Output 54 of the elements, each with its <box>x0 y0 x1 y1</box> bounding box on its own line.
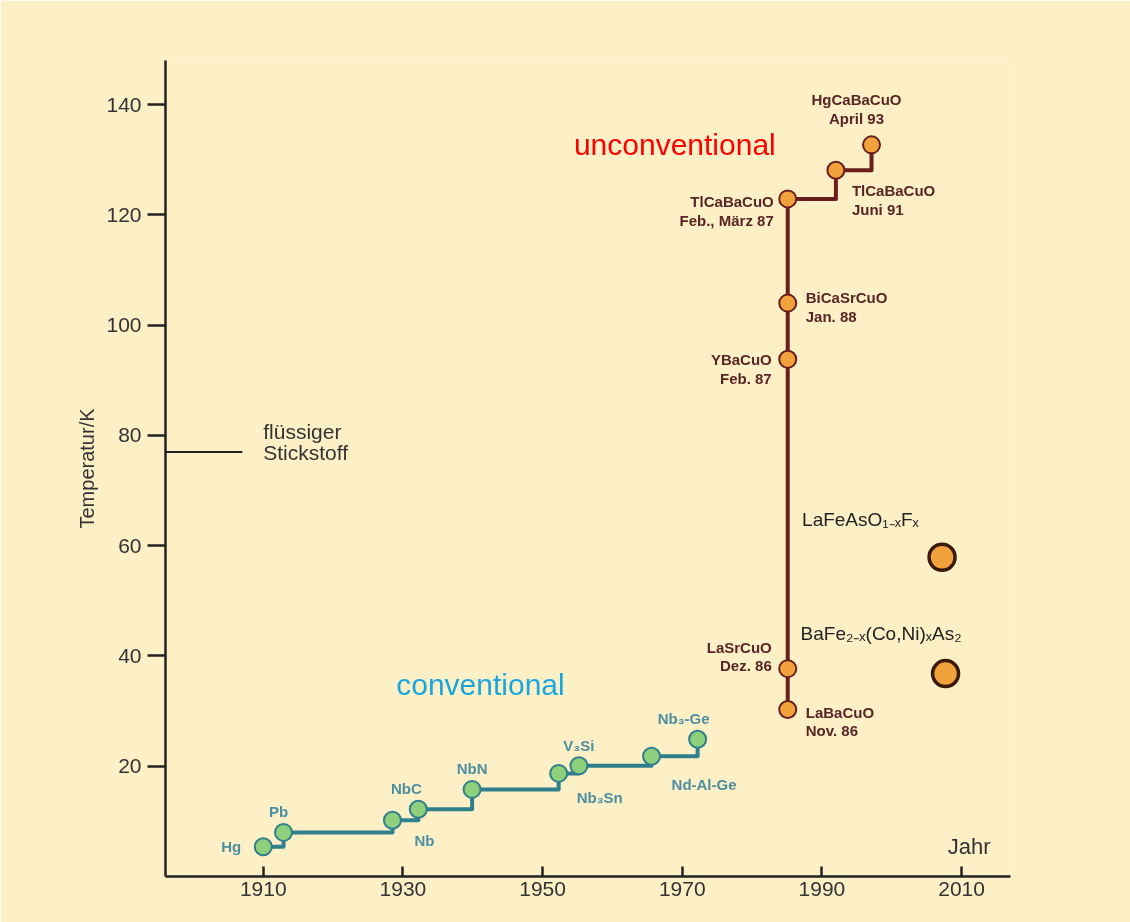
annotation: LaBaCuO Nov. 86 <box>805 703 875 740</box>
series-label: unconventional <box>573 128 776 162</box>
annotation: LaFeAsO₁₋ₓFₓ <box>802 508 920 530</box>
y-axis-title: Temperatur/K <box>76 407 99 529</box>
y-tick-label: 100 <box>106 313 142 337</box>
point <box>778 293 798 313</box>
point <box>826 160 846 180</box>
point <box>930 658 961 689</box>
point <box>862 135 882 155</box>
annotation: Nb₃Sn <box>576 788 623 806</box>
x-tick-label: 1970 <box>658 876 706 900</box>
ref-line-label: flüssiger Stickstoff <box>263 419 349 465</box>
annotation: NbN <box>456 760 488 778</box>
y-tick-label: 120 <box>106 202 142 226</box>
y-tick-label: 20 <box>118 754 142 778</box>
annotation: NbC <box>390 780 422 798</box>
annotation: Nb <box>414 831 435 849</box>
point <box>642 746 662 766</box>
x-tick-label: 1910 <box>239 876 287 900</box>
annotation: HgCaBaCuO April 93 <box>811 91 902 127</box>
annotation: TlCaBaCuO Feb., März 87 <box>679 193 775 229</box>
annotation: Nb₃-Ge <box>657 710 710 728</box>
annotation: V₃Si <box>563 736 595 754</box>
y-tick-label: 40 <box>118 643 142 667</box>
point <box>778 349 798 369</box>
x-tick-label: 1950 <box>519 876 566 900</box>
point <box>274 822 294 842</box>
point <box>778 189 798 209</box>
x-tick-label: 1930 <box>379 876 427 900</box>
x-tick-label: 1990 <box>798 876 846 900</box>
annotation: TlCaBaCuO Juni 91 <box>851 182 936 219</box>
annotation: Nd-Al-Ge <box>671 775 737 793</box>
annotation: BiCaSrCuO Jan. 88 <box>805 289 888 325</box>
x-tick-label: 2010 <box>938 876 985 900</box>
point <box>778 699 798 719</box>
point <box>778 659 798 679</box>
series-label: conventional <box>396 668 565 702</box>
x-axis-title: Jahr <box>947 833 991 859</box>
point <box>927 542 957 572</box>
point <box>382 810 402 830</box>
y-tick-label: 140 <box>106 92 142 116</box>
annotation: Hg <box>221 838 242 856</box>
annotation: Pb <box>268 803 289 821</box>
point <box>253 837 273 857</box>
annotation: LaSrCuO Dez. 86 <box>706 638 773 675</box>
y-tick-label: 80 <box>118 423 142 447</box>
point <box>688 729 708 749</box>
point <box>549 763 569 783</box>
annotation: BaFe₂₋ₓ(Co,Ni)ₓAs₂ <box>800 623 962 645</box>
point <box>569 756 589 776</box>
point <box>462 779 482 799</box>
point <box>408 799 428 819</box>
y-tick-label: 60 <box>118 533 142 557</box>
annotation: YBaCuO Feb. 87 <box>710 351 773 388</box>
